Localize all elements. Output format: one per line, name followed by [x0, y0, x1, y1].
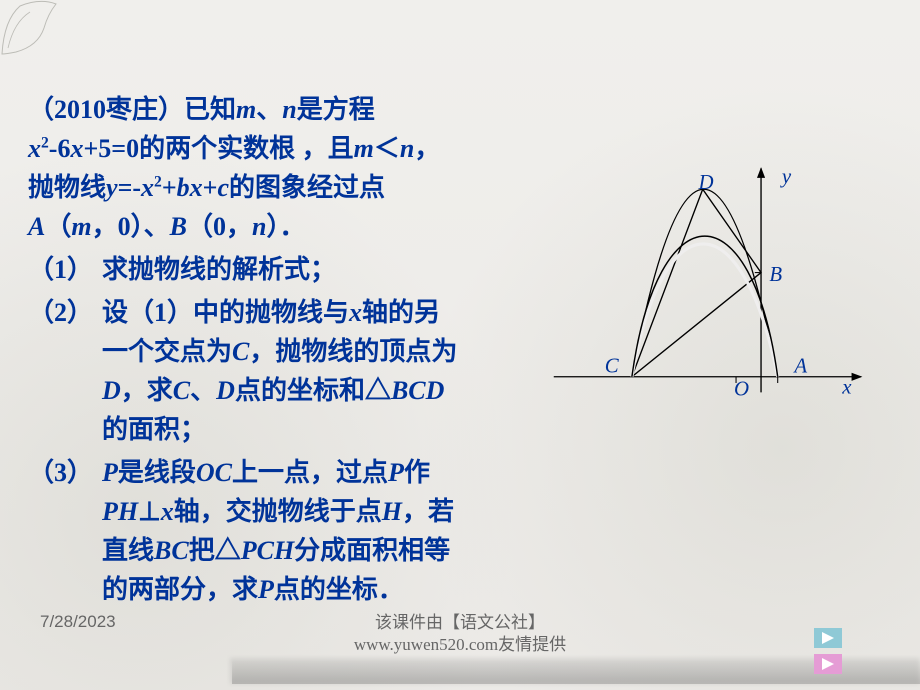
source-tag: （2010枣庄）: [28, 95, 184, 124]
footer-credit: 该课件由【语文公社】 www.yuwen520.com友情提供: [0, 612, 920, 656]
parabola-line: 抛物线y=-x2+bx+c的图象经过点: [28, 168, 568, 207]
equation-line: x2-6x+5=0的两个实数根 ，且m＜n，: [28, 129, 568, 168]
label-y: y: [780, 164, 792, 188]
nav-forward-button-top[interactable]: [814, 628, 842, 648]
label-A: A: [792, 354, 807, 378]
label-O: O: [734, 377, 749, 401]
question-1: （1）求抛物线的解析式；: [28, 250, 568, 289]
nav-forward-button-bot[interactable]: [814, 654, 842, 674]
label-x: x: [841, 374, 852, 398]
parabola-graph: y x O A B C D: [530, 158, 890, 408]
label-D: D: [698, 170, 714, 194]
triangle-bcd: [632, 189, 761, 377]
problem-intro: （2010枣庄）已知m、n是方程: [28, 90, 568, 129]
label-C: C: [605, 354, 620, 378]
label-B: B: [769, 262, 782, 286]
question-2: （2）设（1）中的抛物线与x轴的另 一个交点为C，抛物线的顶点为 D，求C、D点…: [28, 293, 568, 449]
points-line: A（m，0）、B（0，n）．: [28, 207, 568, 246]
question-3: （3）P是线段OC上一点，过点P作 PH⊥x轴，交抛物线于点H，若 直线BC把△…: [28, 453, 568, 609]
problem-text: （2010枣庄）已知m、n是方程 x2-6x+5=0的两个实数根 ，且m＜n， …: [28, 90, 568, 609]
corner-curl-decoration: [0, 0, 58, 56]
parabola-curve: [632, 189, 778, 377]
